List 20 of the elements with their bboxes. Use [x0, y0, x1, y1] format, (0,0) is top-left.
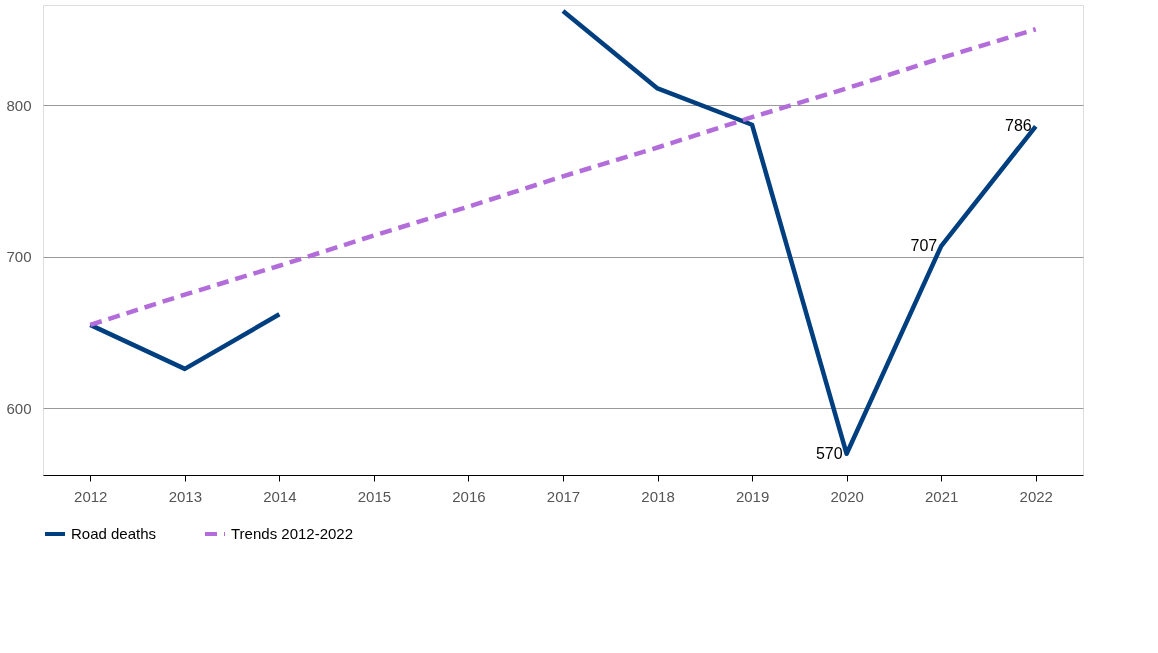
- x-tick-label: 2022: [1019, 487, 1053, 505]
- data-label: 707: [910, 237, 938, 255]
- x-tick-label: 2012: [74, 487, 108, 505]
- x-tick-label: 2021: [924, 487, 959, 505]
- legend-label: Trends 2012-2022: [231, 525, 354, 542]
- x-tick-label: 2014: [263, 487, 297, 505]
- y-tick-label: 600: [6, 399, 32, 417]
- x-tick-label: 2015: [357, 487, 392, 505]
- y-tick-label: 700: [6, 248, 32, 266]
- x-tick-label: 2017: [546, 487, 581, 505]
- x-tick-label: 2018: [641, 487, 675, 505]
- line-series: [88, 27, 1038, 328]
- x-tick-label: 2020: [830, 487, 864, 505]
- y-tick-label: 800: [6, 96, 32, 114]
- x-tick-label: 2013: [168, 487, 203, 505]
- legend-label: Road deaths: [71, 525, 157, 542]
- data-label: 570: [815, 444, 843, 462]
- data-label: 786: [1005, 117, 1032, 135]
- x-tick-label: 2019: [735, 487, 770, 505]
- x-tick-label: 2016: [452, 487, 486, 505]
